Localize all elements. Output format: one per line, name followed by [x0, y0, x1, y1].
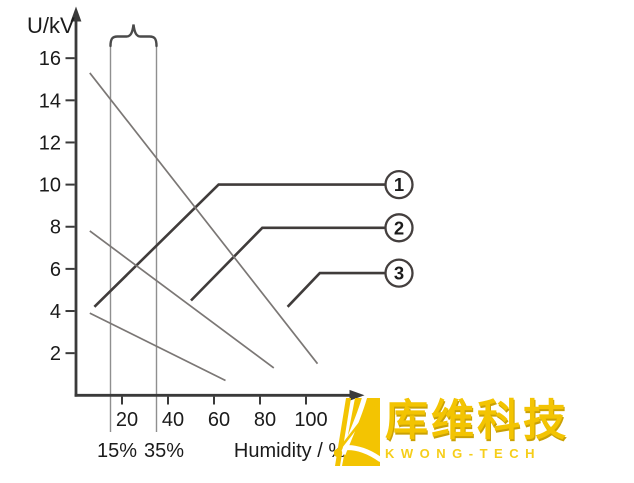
axes: [70, 6, 365, 401]
humidity-band-lines: [109, 46, 158, 432]
y-tick-label: 12: [39, 132, 61, 154]
y-tick-label: 8: [50, 217, 61, 239]
x-tick-label: 100: [294, 409, 327, 431]
series-callout-number-3: 3: [394, 263, 404, 284]
series-callout-circle-1: [384, 169, 414, 200]
x-tick-label: 80: [254, 409, 276, 431]
series-curve-3: [286, 271, 386, 308]
band-label-35: 35%: [144, 440, 184, 462]
series-callout-circle-3: [384, 258, 414, 288]
series-curve-2: [190, 226, 386, 302]
series-decline-c: [89, 312, 226, 382]
x-axis-ticks: 20 40 60 80 100: [116, 396, 328, 431]
brand-name-english: KWONG-TECH: [385, 446, 541, 461]
series-callouts: 1 2 3: [384, 169, 414, 288]
y-tick-label: 2: [50, 343, 61, 365]
series-curve-1: [93, 183, 386, 308]
y-tick-label: 10: [39, 175, 61, 197]
y-axis-arrow-icon: [70, 6, 82, 22]
series-decline-a: [89, 72, 319, 365]
axis-text: U/kV Humidity / % 15% 35%: [27, 13, 346, 462]
brand-logo: 库维科技 KWONG-TECH: [334, 398, 569, 466]
x-tick-label: 40: [162, 409, 184, 431]
x-axis-arrow-icon: [349, 389, 365, 401]
y-axis-ticks: 2 4 6 8 10 12 14 16: [39, 48, 75, 365]
y-tick-label: 4: [50, 301, 61, 323]
range-brace: [109, 24, 158, 48]
series-decline-b: [89, 230, 275, 369]
band-label-15: 15%: [97, 440, 137, 462]
y-tick-label: 16: [39, 48, 61, 70]
y-axis-title: U/kV: [27, 13, 75, 38]
x-tick-label: 60: [208, 409, 230, 431]
series-lines: [89, 72, 386, 382]
series-callout-number-1: 1: [394, 174, 404, 195]
series-callout-number-2: 2: [394, 217, 404, 238]
brand-name-chinese: 库维科技: [385, 396, 569, 446]
series-callout-circle-2: [384, 213, 414, 243]
y-tick-label: 6: [50, 259, 61, 281]
brand-text: 库维科技 KWONG-TECH: [385, 396, 569, 462]
x-tick-label: 20: [116, 409, 138, 431]
y-tick-label: 14: [39, 90, 61, 112]
logo-k-icon: [334, 398, 380, 466]
x-axis-title: Humidity / %: [234, 440, 346, 462]
